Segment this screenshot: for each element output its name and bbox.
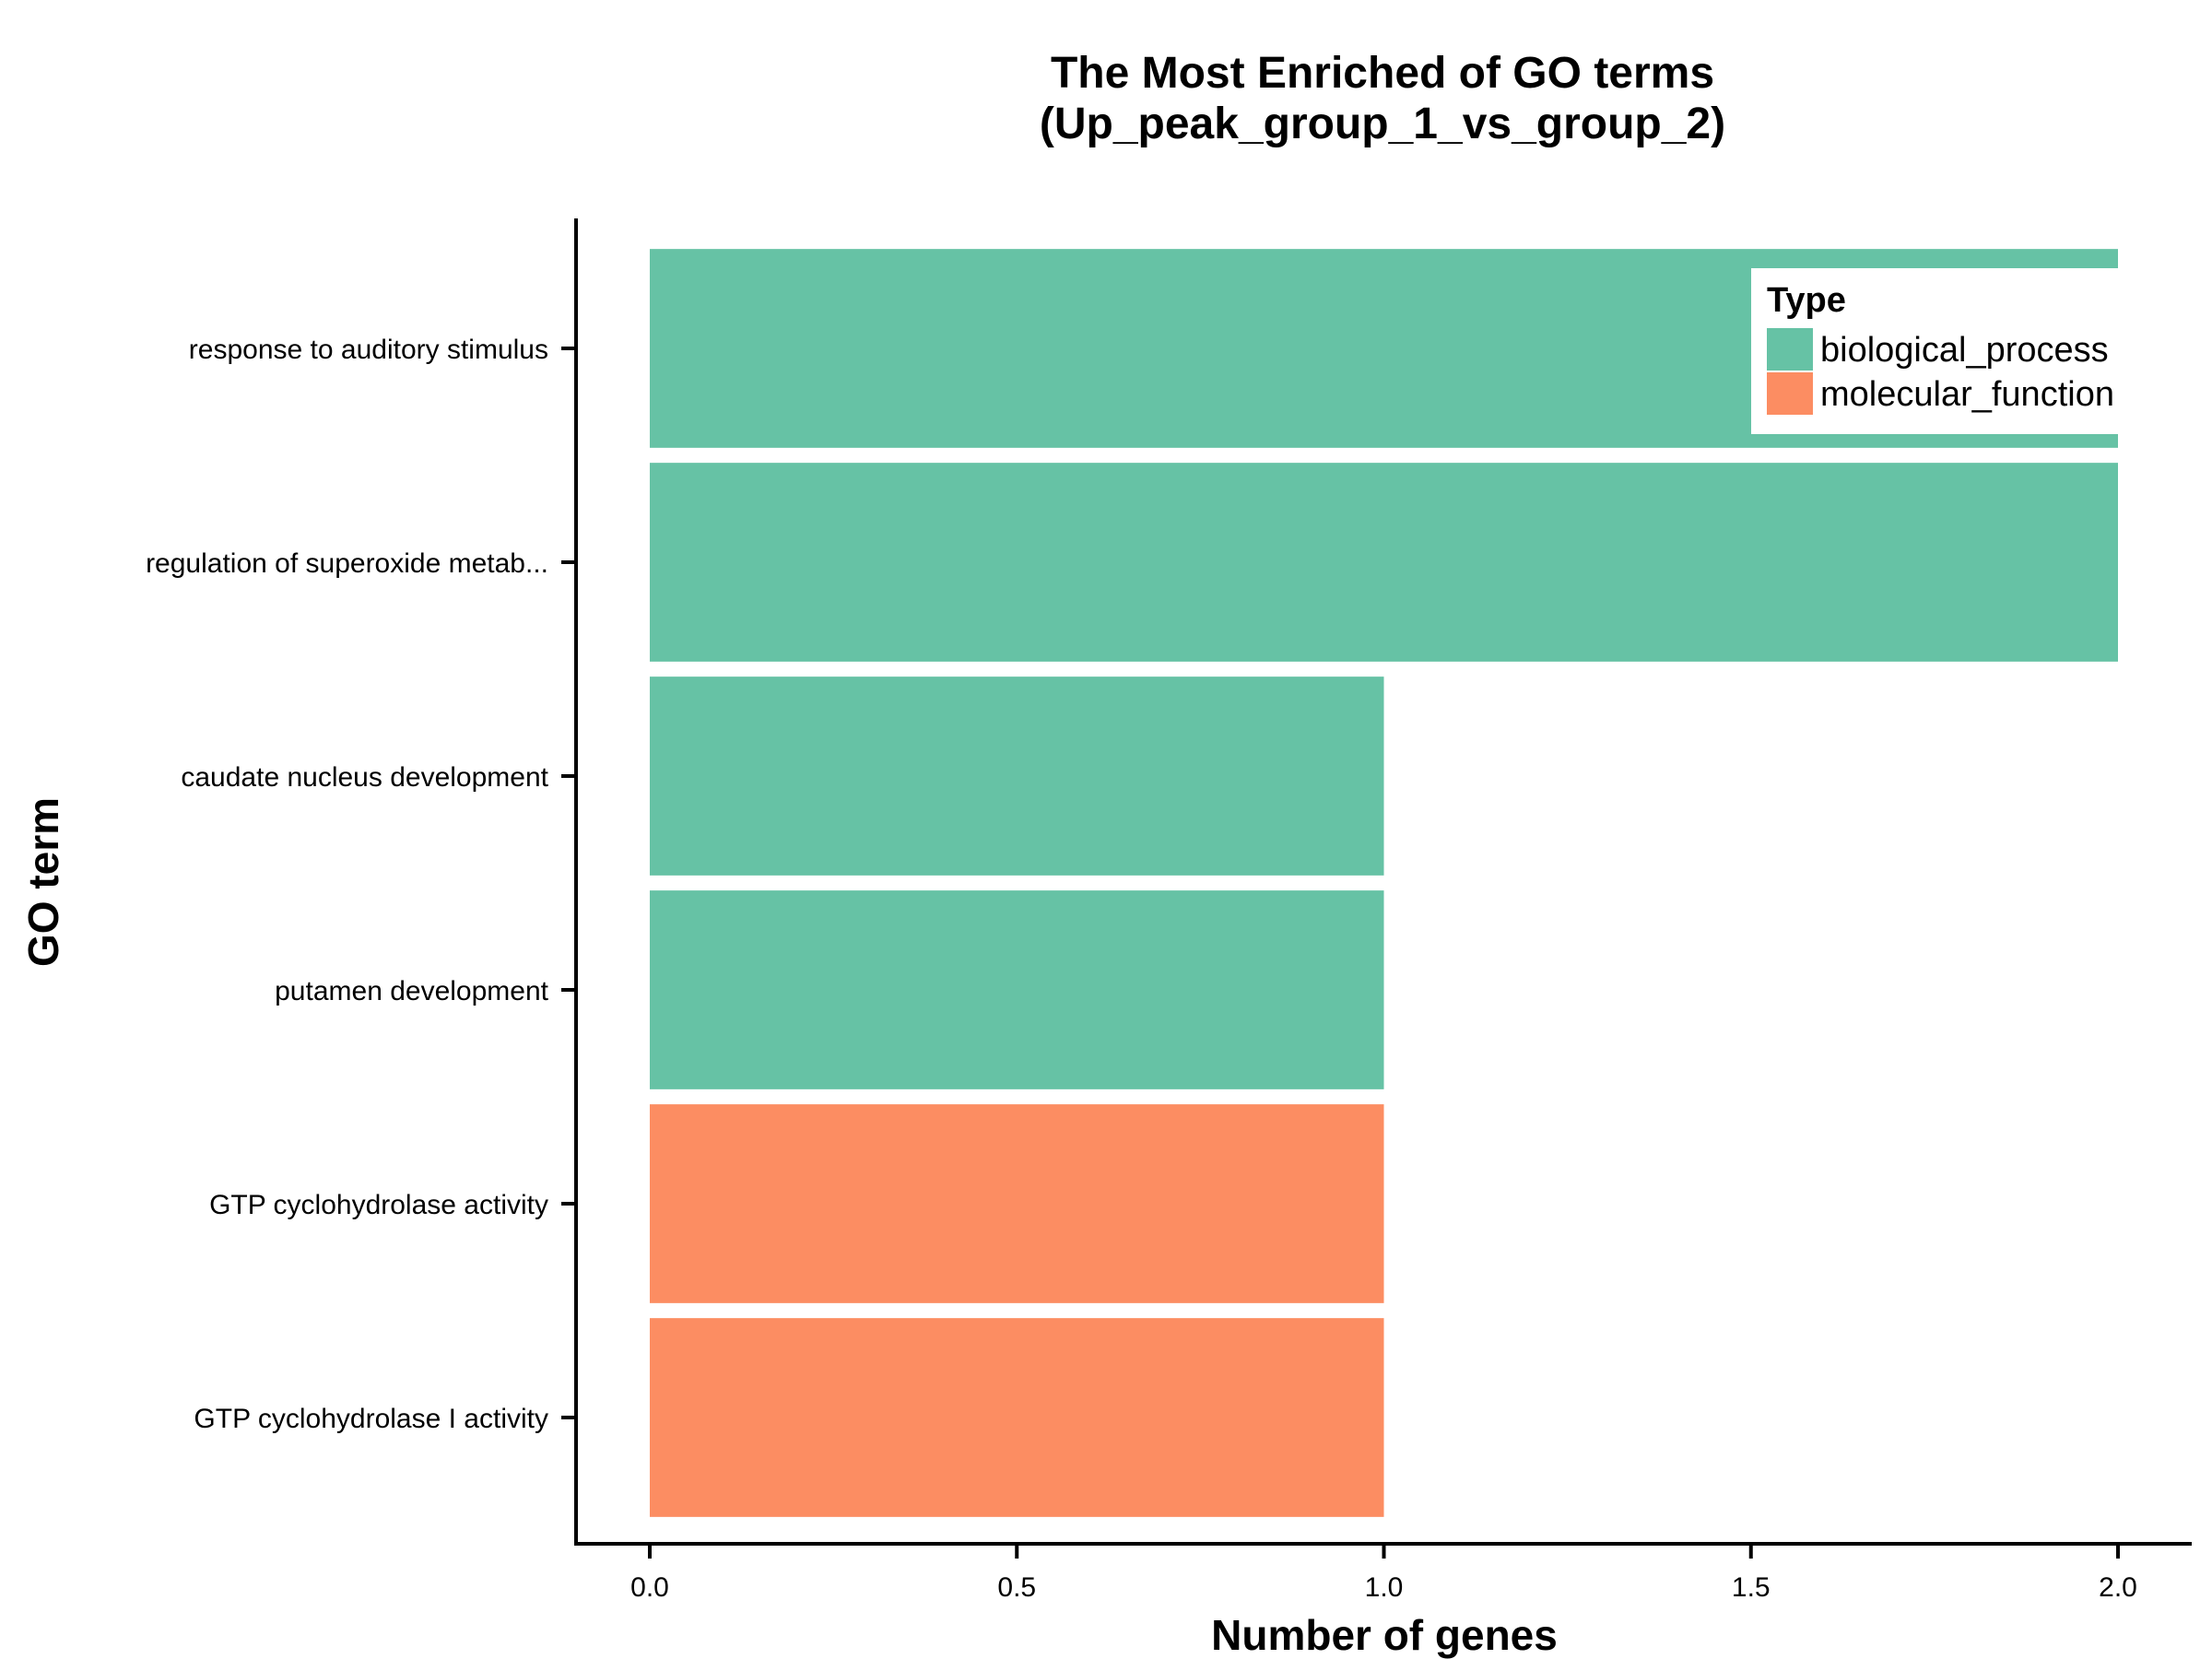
legend-label: biological_process — [1820, 331, 2109, 370]
bar — [650, 463, 2118, 662]
legend-entries: biological_process molecular_function — [1767, 328, 2114, 415]
chart-title-line1: The Most Enriched of GO terms — [1051, 49, 1714, 98]
x-tick-label: 2.0 — [2099, 1572, 2137, 1603]
x-tick-label: 1.5 — [1732, 1572, 1771, 1603]
y-tick-label: putamen development — [275, 976, 549, 1006]
x-tick-label: 0.0 — [630, 1572, 669, 1603]
legend-title: Type — [1767, 281, 1846, 320]
bar — [650, 890, 1384, 1089]
x-tick-label: 1.0 — [1365, 1572, 1404, 1603]
y-tick-label: response to auditory stimulus — [189, 335, 548, 365]
chart-title-line2: (Up_peak_group_1_vs_group_2) — [1040, 100, 1725, 148]
legend: Type biological_process molecular_functio… — [1751, 268, 2120, 434]
y-tick-label: caudate nucleus development — [181, 762, 548, 793]
y-ticks-group: response to auditory stimulus regulation … — [146, 335, 576, 1434]
y-axis-title: GO term — [19, 797, 67, 967]
y-tick-label: GTP cyclohydrolase I activity — [194, 1404, 548, 1434]
bar — [650, 677, 1384, 876]
bar — [650, 1104, 1384, 1303]
bar — [650, 1318, 1384, 1517]
x-tick-label: 0.5 — [997, 1572, 1036, 1603]
y-tick-label: GTP cyclohydrolase activity — [209, 1190, 548, 1220]
legend-label: molecular_function — [1820, 375, 2114, 414]
legend-key — [1767, 328, 1813, 371]
y-tick-label: regulation of superoxide metab... — [146, 548, 548, 579]
legend-key — [1767, 372, 1813, 415]
x-axis-title: Number of genes — [1211, 1611, 1558, 1659]
x-ticks-group: 0.0 0.5 1.0 1.5 2.0 — [630, 1544, 2137, 1603]
bars-group — [650, 249, 2118, 1517]
